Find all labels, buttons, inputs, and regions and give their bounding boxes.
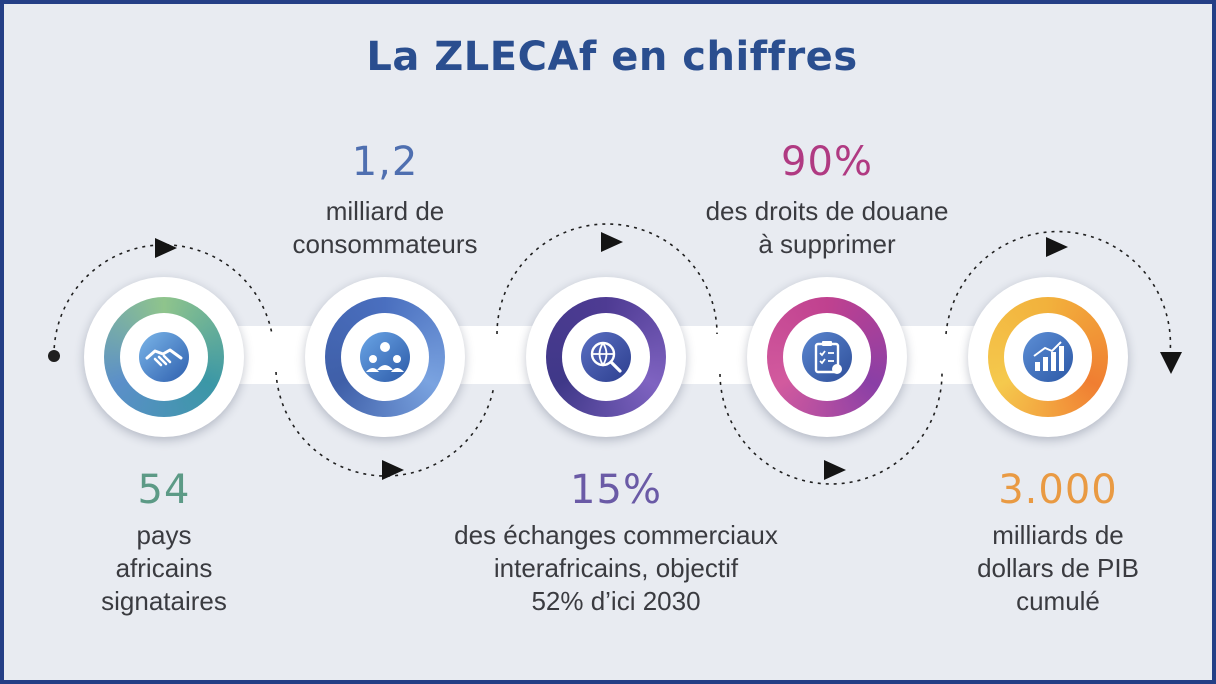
stat-number: 1,2 [351,139,419,185]
circle-node-signatories [84,277,244,437]
stat-signatory-countries: 54 pays africains signataires [24,467,304,618]
stat-intra-african-trade: 15% des échanges commerciaux interafrica… [406,467,826,618]
stat-description-line: signataires [101,586,227,616]
stat-description-line: consommateurs [292,229,478,259]
circle-node-trade [526,277,686,437]
growth-chart-icon [1023,332,1073,382]
arrowhead-icon [1046,237,1068,257]
stat-description-line: milliards de [992,520,1124,550]
stat-number: 90% [781,139,873,185]
stat-number: 15% [570,467,662,513]
arrowhead-icon [382,460,404,480]
infographic-title: La ZLECAf en chiffres [366,34,858,80]
stat-number: 3.000 [998,467,1118,513]
start-dot [48,350,60,362]
stat-description-line: dollars de PIB [977,553,1139,583]
arrowhead-icon [1160,352,1182,374]
stat-consumers: 1,2 milliard de consommateurs [235,139,535,261]
dotted-arc-1 [53,244,273,357]
globe-search-icon [581,332,631,382]
stat-cumulative-gdp: 3.000 milliards de dollars de PIB cumulé [908,467,1208,618]
dotted-arc-5 [945,230,1172,355]
stat-description-line: à supprimer [758,229,896,259]
stat-customs-duties: 90% des droits de douane à supprimer [667,139,987,261]
dotted-arc-4 [719,371,943,485]
arrowhead-icon [155,238,177,258]
arrowhead-icon [601,232,623,252]
clipboard-checklist-icon [802,332,852,382]
circle-node-consumers [305,277,465,437]
circle-node-gdp [968,277,1128,437]
handshake-icon [139,332,189,382]
stat-description-line: des droits de douane [705,196,949,226]
circle-node-customs [747,277,907,437]
stat-description-line: milliard de [325,196,445,226]
stat-description-line: 52% d’ici 2030 [531,586,701,616]
people-network-icon [360,332,410,382]
stat-description-line: des échanges commerciaux [454,520,778,550]
stat-description-line: pays [136,520,192,550]
stat-description-line: interafricains, objectif [493,553,739,583]
stat-description-line: africains [115,553,213,583]
stat-number: 54 [137,467,191,513]
stat-description-line: cumulé [1016,586,1100,616]
arrowhead-icon [824,460,846,480]
